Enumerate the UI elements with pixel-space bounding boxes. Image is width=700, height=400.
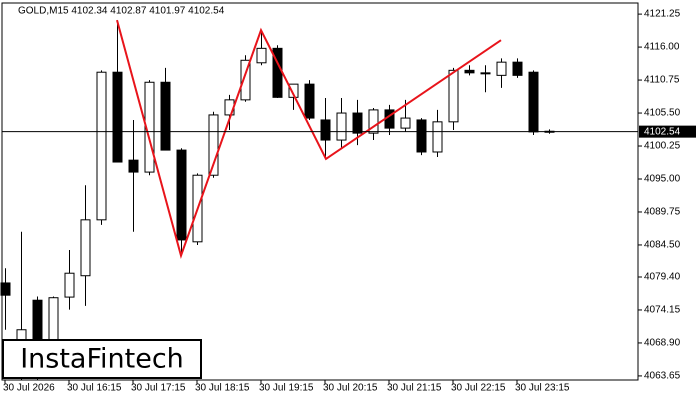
x-tick-label: 30 Jul 16:15 (67, 383, 122, 394)
x-tick-label: 30 Jul 2026 (3, 383, 55, 394)
candle-body (448, 69, 459, 123)
y-tick-label: 4068.90 (644, 338, 681, 349)
candle-body (368, 109, 379, 134)
y-tick-label: 4084.50 (644, 240, 681, 251)
plot-frame (1, 2, 639, 381)
x-tick-label: 30 Jul 18:15 (195, 383, 250, 394)
candle-body (416, 119, 427, 153)
y-tick-label: 4074.15 (644, 305, 681, 316)
logo-box (2, 339, 202, 379)
candle-body (512, 61, 523, 76)
pattern-line (116, 19, 502, 259)
y-tick-label: 4100.25 (644, 141, 681, 152)
candle-body (160, 81, 171, 151)
x-tick-label: 30 Jul 21:15 (387, 383, 442, 394)
candle-body (96, 71, 107, 221)
x-tick-label: 30 Jul 23:15 (515, 383, 570, 394)
last-price-label: 4102.54 (644, 126, 681, 137)
x-tick-label: 30 Jul 22:15 (451, 383, 506, 394)
y-tick-label: 4121.25 (644, 9, 681, 20)
candle-body (144, 81, 155, 173)
y-tick-label: 4116.00 (644, 42, 680, 53)
logo: InstaFintech (20, 344, 184, 375)
candle-body (496, 61, 507, 76)
candle-body (480, 72, 491, 75)
candle-body (528, 71, 539, 133)
x-tick-label: 30 Jul 20:15 (323, 383, 378, 394)
candle-body (400, 117, 411, 129)
candle-body (336, 112, 347, 141)
candle-body (288, 83, 299, 98)
candle-body (432, 121, 443, 153)
chart-title: GOLD,M15 4102.34 4102.87 4101.97 4102.54 (18, 6, 225, 17)
candle-body (48, 297, 59, 341)
candle-body (128, 159, 139, 173)
candle-body (256, 47, 267, 64)
candle-body (240, 59, 251, 101)
y-tick-label: 4105.50 (644, 108, 681, 119)
plot-area (0, 19, 555, 380)
candle-body (80, 219, 91, 277)
x-tick-label: 30 Jul 19:15 (259, 383, 314, 394)
y-tick-label: 4063.65 (644, 371, 681, 382)
candle-body (208, 114, 219, 176)
candle-body (304, 83, 315, 119)
candle-body (176, 149, 187, 241)
last-price-box (639, 125, 696, 138)
candle-body (320, 119, 331, 141)
candle-body (112, 71, 123, 163)
y-tick-label: 4110.75 (644, 75, 680, 86)
y-tick-label: 4079.40 (644, 272, 681, 283)
x-tick-label: 30 Jul 17:15 (131, 383, 186, 394)
candle-body (64, 272, 75, 298)
candle-body (464, 69, 475, 74)
candle-body (0, 282, 11, 296)
y-tick-label: 4095.00 (644, 174, 681, 185)
candle-body (352, 112, 363, 134)
y-tick-label: 4089.75 (644, 207, 681, 218)
